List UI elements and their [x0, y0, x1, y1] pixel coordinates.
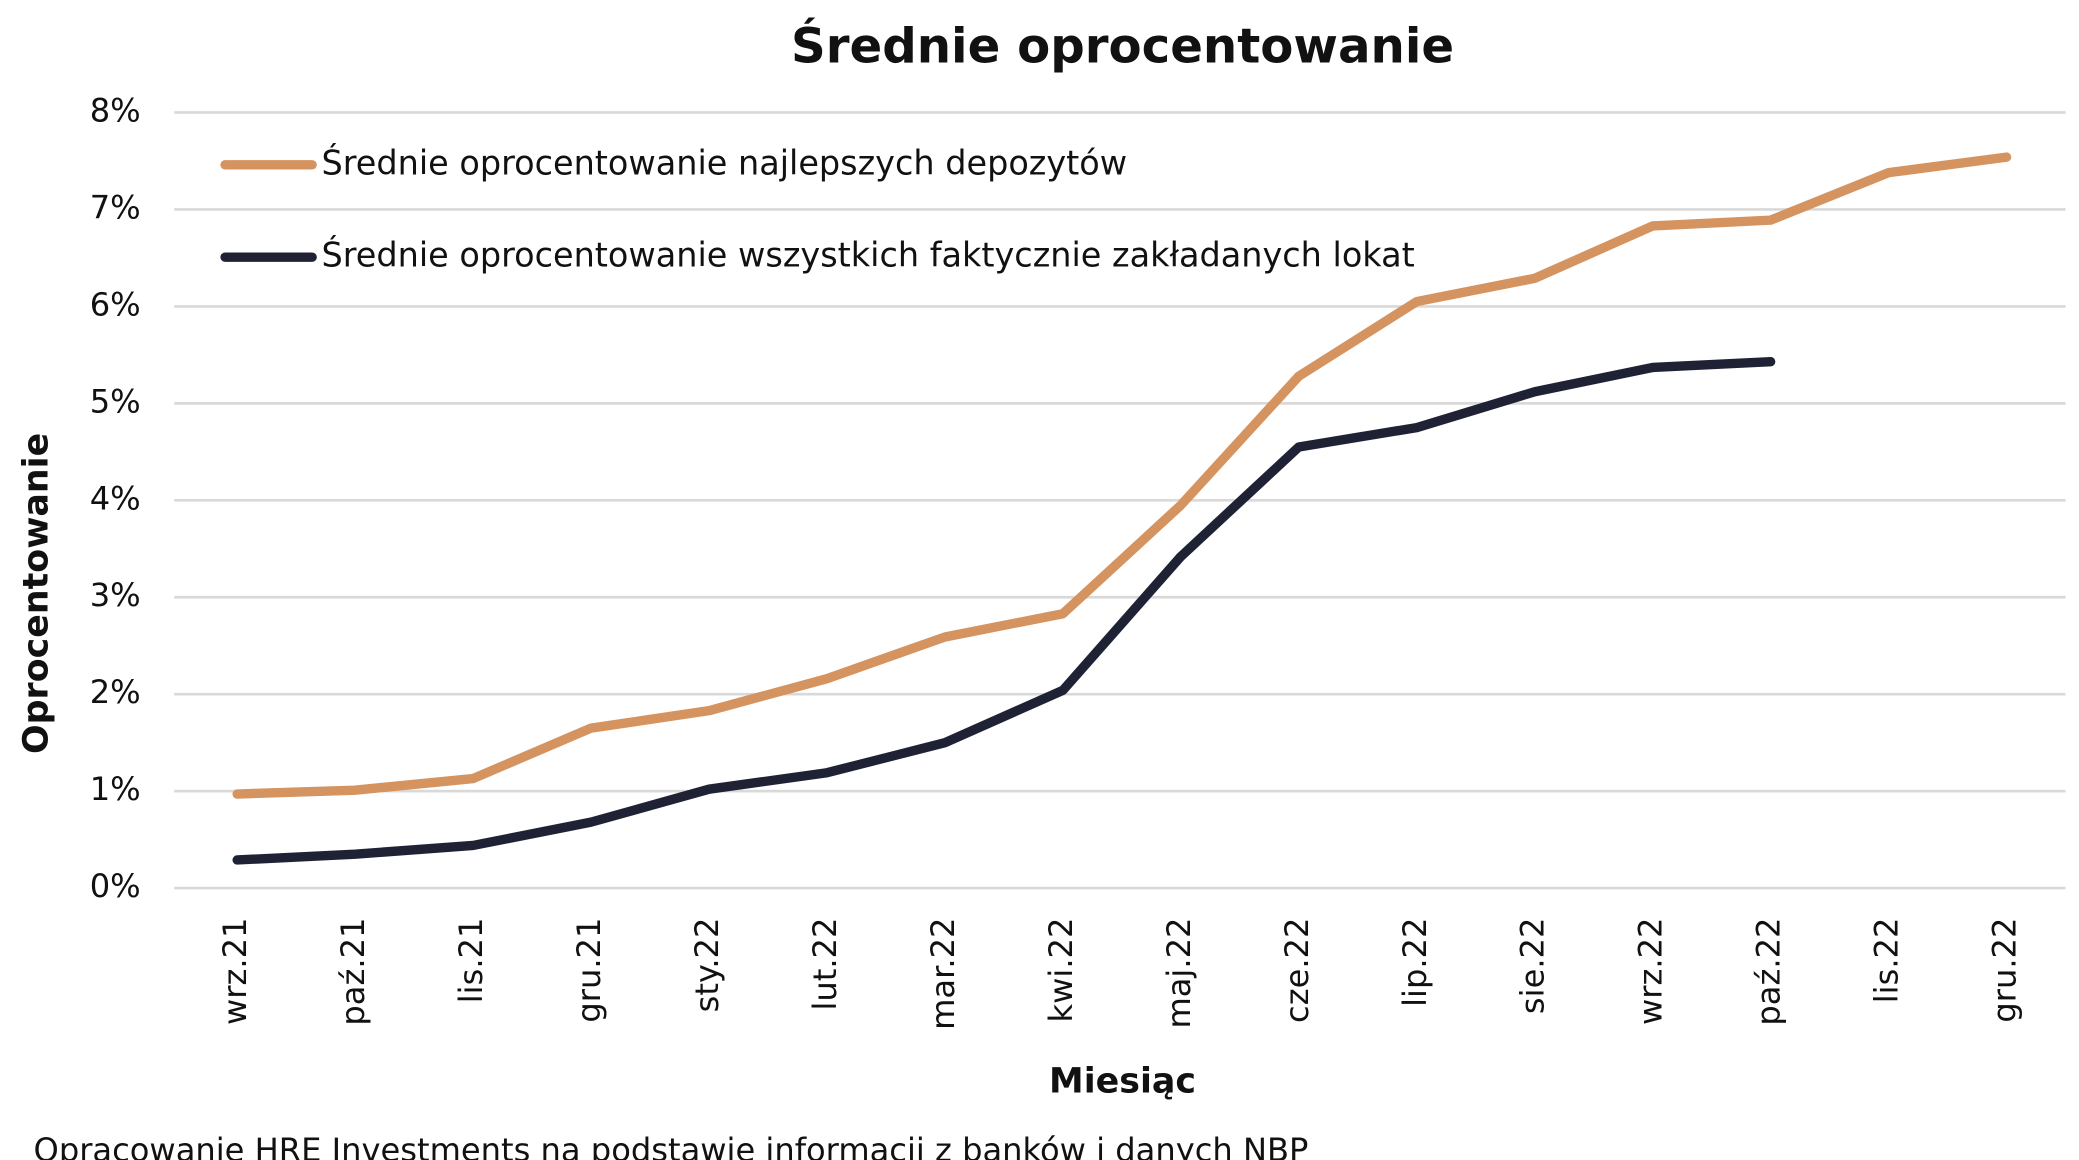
series-line [232, 356, 1776, 865]
x-tick-label: mar.22 [924, 918, 962, 1030]
y-tick-label: 6% [90, 285, 141, 323]
legend-label: Średnie oprocentowanie najlepszych depoz… [322, 142, 1128, 182]
y-tick-label: 4% [90, 479, 141, 517]
x-tick-label: maj.22 [1160, 918, 1198, 1029]
x-tick-label: cze.22 [1278, 918, 1316, 1023]
y-tick-label: 7% [90, 188, 141, 226]
x-tick-label: sie.22 [1514, 918, 1552, 1015]
y-tick-label: 0% [90, 867, 141, 905]
y-axis-title: Oprocentowanie [17, 433, 57, 754]
y-tick-label: 3% [90, 576, 141, 614]
source-note: Opracowanie HRE Investments na podstawie… [34, 1131, 1309, 1160]
x-tick-label: lis.22 [1868, 918, 1906, 1004]
y-tick-label: 8% [90, 92, 141, 130]
x-tick-label: paź.22 [1750, 918, 1788, 1026]
x-tick-label: wrz.22 [1632, 918, 1670, 1025]
y-tick-label: 1% [90, 770, 141, 808]
x-tick-label: gru.21 [570, 918, 608, 1023]
x-tick-label: gru.22 [1986, 918, 2024, 1023]
x-tick-label: wrz.21 [216, 918, 254, 1025]
x-tick-label: lis.21 [452, 918, 490, 1004]
x-tick-label: lip.22 [1396, 918, 1434, 1007]
x-axis-title: Miesiąc [1049, 1061, 1196, 1101]
x-tick-label: kwi.22 [1042, 918, 1080, 1023]
x-tick-label: paź.21 [334, 918, 372, 1026]
y-tick-label: 2% [90, 673, 141, 711]
y-tick-label: 5% [90, 382, 141, 420]
chart-title: Średnie oprocentowanie [791, 18, 1454, 75]
x-tick-label: sty.22 [688, 918, 726, 1013]
series-line [232, 152, 2012, 799]
x-tick-label: lut.22 [806, 918, 844, 1011]
legend-label: Średnie oprocentowanie wszystkich faktyc… [322, 235, 1415, 275]
